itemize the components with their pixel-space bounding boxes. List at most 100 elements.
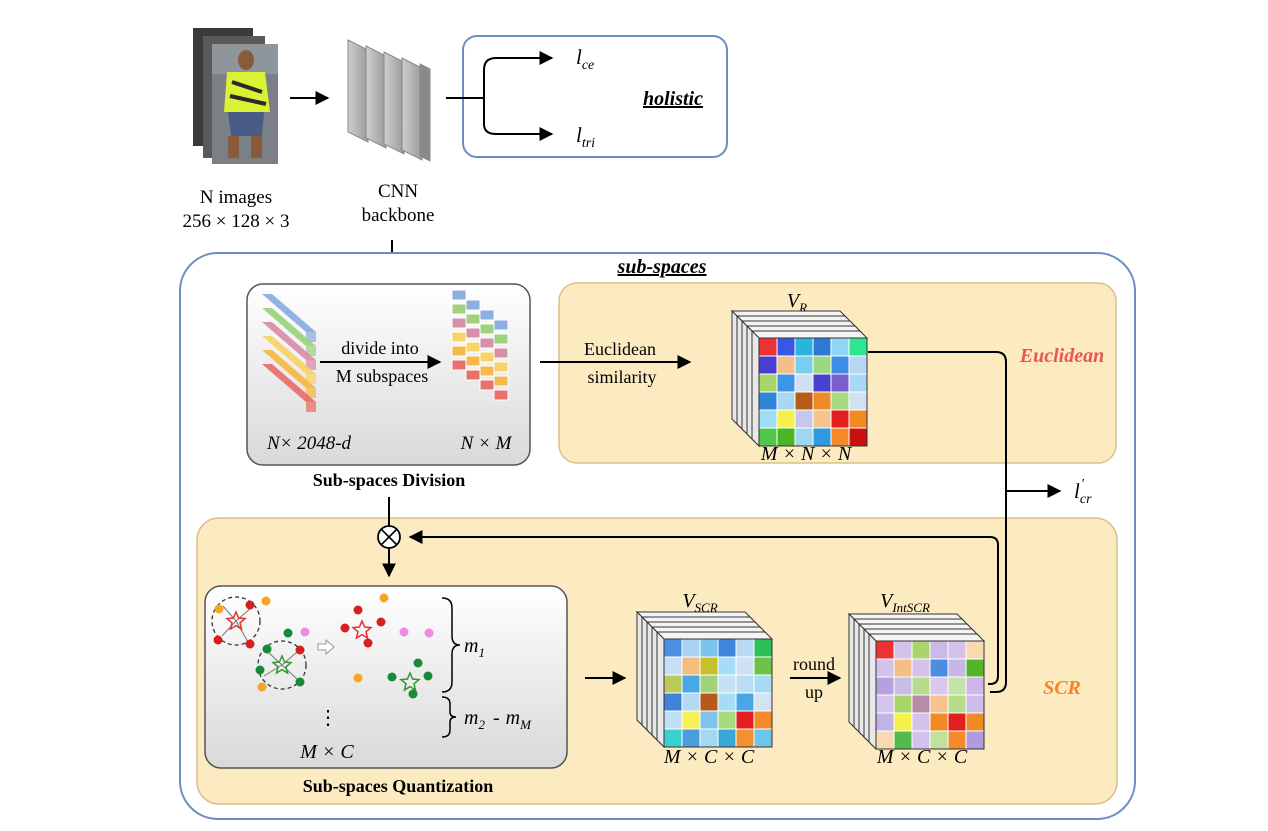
subspace-block	[493, 319, 509, 331]
subspace-block	[493, 361, 509, 373]
vint-cell	[929, 676, 949, 696]
vr-cell	[830, 355, 850, 375]
vscr-cell	[717, 674, 737, 694]
vr-cell	[848, 337, 868, 357]
vr-cell	[812, 355, 832, 375]
vint-cell	[911, 640, 931, 660]
vint-cell	[929, 694, 949, 714]
vr-cell	[830, 409, 850, 429]
connector-vr-to-loss	[868, 351, 1007, 693]
division-left-dim: N× 2048-d	[266, 433, 352, 454]
vscr-cell	[753, 710, 773, 730]
vr-cell	[848, 391, 868, 411]
vint-cell	[929, 640, 949, 660]
subspace-block	[451, 303, 467, 315]
vint-cell	[965, 712, 985, 732]
subspace-block	[451, 317, 467, 329]
division-caption: Sub-spaces Division	[313, 470, 466, 490]
vint-cell	[893, 658, 913, 678]
vscr-cell	[699, 710, 719, 730]
holistic-title: holistic	[643, 88, 703, 110]
vint-cell	[947, 640, 967, 660]
vint-cell	[875, 712, 895, 732]
vr-cell	[776, 391, 796, 411]
vr-cell	[848, 373, 868, 393]
cnn-backbone	[347, 39, 431, 162]
vr-cell	[758, 337, 778, 357]
matrix-vintscr	[847, 612, 986, 751]
vscr-cell	[699, 674, 719, 694]
euclidean-arrow-label: Euclidean	[584, 339, 656, 359]
vr-cell	[776, 337, 796, 357]
vint-cell	[911, 712, 931, 732]
vint-layer	[867, 632, 986, 751]
vint-cell	[965, 640, 985, 660]
subspace-block	[451, 345, 467, 357]
euclidean-title: Euclidean	[1019, 345, 1104, 367]
multiply-node	[377, 525, 401, 549]
vscr-dims: M × C × C	[663, 746, 755, 768]
vint-cell	[911, 658, 931, 678]
vscr-cell	[681, 710, 701, 730]
division-feature-bars	[262, 294, 316, 412]
brace-m1	[441, 597, 461, 693]
subspace-block	[465, 327, 481, 339]
subspace-block	[493, 333, 509, 345]
label-m1: m1	[464, 635, 485, 660]
vscr-cell	[753, 638, 773, 658]
images-dims: 256 × 128 × 3	[183, 211, 290, 232]
vr-cell	[812, 391, 832, 411]
vr-cell	[776, 373, 796, 393]
vint-cell	[947, 658, 967, 678]
vscr-cell	[699, 728, 719, 748]
vr-cell	[812, 409, 832, 429]
vscr-cell	[681, 656, 701, 676]
brace-m2-mM	[441, 696, 457, 738]
vr-cell	[758, 355, 778, 375]
vint-cell	[893, 676, 913, 696]
vr-cell	[812, 373, 832, 393]
vint-cell	[911, 694, 931, 714]
vr-cell	[776, 409, 796, 429]
euclidean-arrow-label-2: similarity	[588, 367, 657, 387]
vr-cell	[830, 391, 850, 411]
vscr-cell	[735, 710, 755, 730]
subspace-block	[479, 379, 495, 391]
vscr-cell	[681, 728, 701, 748]
subspace-block	[451, 331, 467, 343]
label-m2-mM: m2- mM	[464, 707, 532, 732]
vint-cell	[893, 694, 913, 714]
division-right-dim: N × M	[460, 433, 513, 454]
vr-cell	[794, 391, 814, 411]
vr-cell	[794, 337, 814, 357]
vint-cell	[911, 676, 931, 696]
quant-caption: Sub-spaces Quantization	[303, 776, 494, 796]
vr-cell	[758, 391, 778, 411]
vint-cell	[875, 694, 895, 714]
subspace-block	[451, 359, 467, 371]
cluster-illustration	[211, 593, 434, 699]
vscr-cell	[663, 638, 683, 658]
vr-cell	[830, 373, 850, 393]
vscr-cell	[663, 692, 683, 712]
vint-cell	[947, 712, 967, 732]
vr-layer	[750, 329, 869, 448]
vscr-cell	[663, 710, 683, 730]
divide-label-2: M subspaces	[336, 366, 429, 386]
scr-title: SCR	[1043, 677, 1081, 699]
vr-cell	[812, 337, 832, 357]
vint-cell	[875, 676, 895, 696]
subspace-block	[479, 365, 495, 377]
matrix-vr	[730, 309, 869, 448]
input-images	[193, 28, 278, 164]
subspace-block	[493, 389, 509, 401]
vscr-cell	[753, 656, 773, 676]
subspaces-title: sub-spaces	[617, 256, 707, 278]
vr-cell	[848, 427, 868, 447]
vscr-cell	[681, 674, 701, 694]
cnn-label-2: backbone	[362, 205, 435, 226]
vint-label: VIntSCR	[880, 590, 930, 615]
loss-cr: l′ cr	[1074, 477, 1092, 507]
vscr-cell	[663, 728, 683, 748]
